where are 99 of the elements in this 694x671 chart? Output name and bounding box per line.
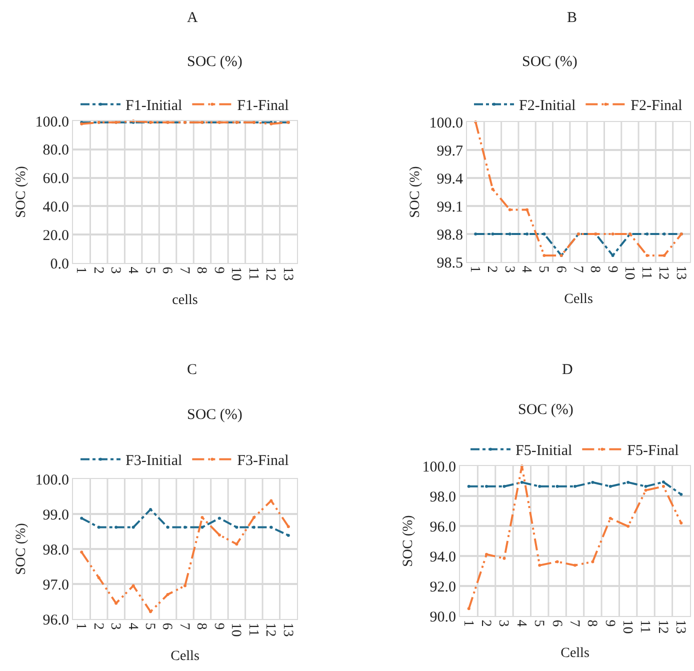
x-tick-label: 1 <box>73 266 88 274</box>
x-tick-label: 6 <box>159 266 174 274</box>
y-axis-title: SOC (%) <box>14 166 29 218</box>
x-tick-label: 6 <box>159 622 174 630</box>
x-tick-label: 10 <box>228 622 244 637</box>
x-tick-label: 1 <box>73 622 88 630</box>
x-axis-title: Cells <box>564 292 593 308</box>
x-tick-label: 6 <box>548 620 564 627</box>
y-tick-label: 20.0 <box>42 228 69 244</box>
chart-subtitle: SOC (%) <box>522 54 578 70</box>
chart-title: D <box>562 362 573 378</box>
x-tick-label: 13 <box>280 266 295 281</box>
chart-title: A <box>187 10 198 26</box>
x-tick-label: 5 <box>142 622 157 630</box>
x-axis-title: Cells <box>560 646 590 662</box>
x-tick-label: 8 <box>584 620 600 627</box>
legend-label: F1-Final <box>237 98 289 114</box>
x-tick-label: 11 <box>245 622 260 636</box>
y-tick-label: 96.0 <box>42 612 69 628</box>
chart-title: C <box>187 362 198 378</box>
x-tick-label: 10 <box>228 266 244 281</box>
y-axis-title: SOC (%) <box>400 514 416 567</box>
x-tick-label: 9 <box>604 266 620 273</box>
x-tick-label: 7 <box>566 620 582 627</box>
x-tick-label: 4 <box>124 622 140 630</box>
y-tick-label: 98.5 <box>436 255 463 272</box>
x-tick-label: 2 <box>484 266 500 273</box>
y-tick-label: 98.8 <box>436 227 463 244</box>
legend-label: F2-Final <box>630 98 682 114</box>
x-tick-label: 2 <box>90 622 106 630</box>
legend-label: F5-Initial <box>516 443 572 460</box>
x-tick-label: 1 <box>460 620 476 627</box>
x-tick-label: 8 <box>194 266 209 274</box>
y-tick-label: 98.0 <box>42 542 69 558</box>
x-tick-label: 3 <box>108 622 123 630</box>
x-axis-title: cells <box>172 293 198 308</box>
legend-label: F2-Initial <box>519 98 576 114</box>
x-tick-label: 13 <box>672 620 688 634</box>
y-tick-label: 60.0 <box>42 171 69 188</box>
y-tick-label: 96.0 <box>430 519 456 536</box>
y-tick-label: 98.0 <box>430 489 456 506</box>
y-tick-label: 99.4 <box>436 171 464 188</box>
x-tick-label: 10 <box>621 266 636 280</box>
x-tick-label: 1 <box>467 266 482 273</box>
y-tick-label: 94.0 <box>430 549 456 566</box>
legend-label: F3-Final <box>237 453 289 470</box>
y-tick-label: 99.0 <box>42 507 69 524</box>
x-tick-label: 13 <box>672 266 688 280</box>
x-tick-label: 11 <box>637 620 652 634</box>
y-axis-title: SOC (%) <box>408 166 423 218</box>
x-tick-label: 12 <box>262 266 278 281</box>
x-axis-title: Cells <box>170 649 200 664</box>
x-tick-label: 11 <box>245 266 260 280</box>
x-tick-label: 7 <box>570 266 585 273</box>
x-tick-label: 5 <box>536 266 551 273</box>
y-tick-label: 99.1 <box>436 199 463 216</box>
legend-label: F5-Final <box>627 443 679 460</box>
x-tick-label: 9 <box>210 266 226 274</box>
x-tick-label: 3 <box>496 620 511 627</box>
y-tick-label: 100.0 <box>429 115 463 132</box>
y-tick-label: 97.0 <box>42 577 69 594</box>
chart-subtitle: SOC (%) <box>187 407 242 423</box>
y-axis-title: SOC (%) <box>14 522 29 575</box>
x-tick-label: 6 <box>552 266 568 273</box>
x-tick-label: 2 <box>478 620 493 627</box>
x-tick-label: 12 <box>262 622 278 637</box>
x-tick-label: 9 <box>602 620 617 627</box>
x-tick-label: 3 <box>108 266 123 274</box>
x-tick-label: 11 <box>638 266 654 280</box>
y-tick-label: 100.0 <box>35 472 69 488</box>
x-tick-label: 8 <box>587 266 602 273</box>
x-tick-label: 5 <box>142 266 157 274</box>
x-tick-label: 2 <box>90 266 106 274</box>
x-tick-label: 7 <box>176 622 192 630</box>
x-tick-label: 3 <box>501 266 516 273</box>
y-tick-label: 100.0 <box>35 114 69 130</box>
x-tick-label: 8 <box>194 622 209 630</box>
legend-label: F3-Initial <box>126 453 182 470</box>
y-tick-label: 40.0 <box>42 199 69 216</box>
y-tick-label: 100.0 <box>422 459 456 476</box>
x-tick-label: 4 <box>513 620 528 627</box>
y-tick-label: 90.0 <box>430 609 456 626</box>
x-tick-label: 13 <box>280 622 295 637</box>
chart-subtitle: SOC (%) <box>187 54 242 70</box>
x-tick-label: 7 <box>176 266 192 274</box>
x-tick-label: 10 <box>620 620 635 634</box>
y-tick-label: 0.0 <box>50 256 69 272</box>
legend-label: F1-Initial <box>126 98 182 114</box>
x-tick-label: 9 <box>210 622 226 630</box>
x-tick-label: 5 <box>531 620 546 627</box>
chart-title: B <box>567 10 578 26</box>
x-tick-label: 12 <box>656 266 671 280</box>
chart-subtitle: SOC (%) <box>518 402 574 418</box>
y-tick-label: 92.0 <box>430 579 456 596</box>
y-tick-label: 99.7 <box>436 143 464 160</box>
x-tick-label: 12 <box>654 620 670 634</box>
x-tick-label: 4 <box>124 266 140 274</box>
x-tick-label: 4 <box>518 266 534 273</box>
y-tick-label: 80.0 <box>42 142 69 159</box>
